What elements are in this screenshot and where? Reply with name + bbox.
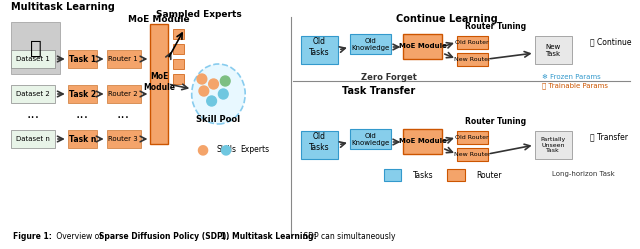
Circle shape	[209, 79, 218, 89]
Bar	[403, 34, 442, 59]
Text: ●: ●	[196, 142, 208, 156]
Circle shape	[197, 74, 207, 84]
Bar	[457, 131, 488, 144]
Text: ●: ●	[219, 142, 231, 156]
Bar	[173, 74, 184, 84]
Bar	[173, 59, 184, 69]
Text: Dataset 1: Dataset 1	[16, 56, 49, 62]
Text: 1) Multitask Learning:: 1) Multitask Learning:	[218, 232, 317, 241]
Text: Skills: Skills	[216, 144, 237, 153]
Text: Long-horizon Task: Long-horizon Task	[552, 171, 614, 177]
Text: New
Task: New Task	[545, 44, 561, 57]
Text: Overview of: Overview of	[54, 232, 104, 241]
Bar	[173, 44, 184, 54]
Text: MoE Module: MoE Module	[399, 43, 447, 49]
Text: Router 3: Router 3	[108, 136, 138, 142]
Text: Experts: Experts	[240, 144, 269, 153]
Circle shape	[199, 86, 209, 96]
Text: Dataset 2: Dataset 2	[16, 91, 49, 97]
Bar	[12, 22, 60, 74]
Text: 🔥 Transfer: 🔥 Transfer	[590, 132, 628, 141]
Bar	[349, 129, 390, 149]
Bar	[457, 148, 488, 161]
Bar	[534, 131, 572, 159]
Text: Router Tuning: Router Tuning	[465, 21, 526, 30]
Text: ...: ...	[26, 107, 39, 121]
Bar	[107, 85, 141, 103]
Text: Old
Tasks: Old Tasks	[309, 132, 330, 152]
Text: SDP can simultaneously: SDP can simultaneously	[301, 232, 396, 241]
Text: ...: ...	[76, 107, 89, 121]
Bar	[534, 36, 572, 64]
Text: Task 2: Task 2	[68, 89, 96, 99]
Text: 🔥 Continue: 🔥 Continue	[590, 38, 632, 47]
Bar	[349, 34, 390, 54]
Text: 🤖: 🤖	[29, 39, 42, 58]
Text: Router Tuning: Router Tuning	[465, 117, 526, 125]
Bar	[68, 50, 97, 68]
Ellipse shape	[192, 64, 245, 124]
Bar	[12, 50, 55, 68]
Text: New Router: New Router	[454, 151, 491, 157]
Text: ❄ Frozen Params: ❄ Frozen Params	[542, 74, 601, 80]
Text: Router: Router	[476, 171, 502, 180]
Text: Skill Pool: Skill Pool	[196, 115, 241, 124]
Bar	[12, 85, 55, 103]
Text: Sampled Experts: Sampled Experts	[156, 9, 242, 18]
Bar	[107, 130, 141, 148]
Text: Old Router: Old Router	[456, 134, 489, 139]
Text: Figure 1:: Figure 1:	[13, 232, 52, 241]
Text: Router 2: Router 2	[108, 91, 138, 97]
Circle shape	[207, 96, 216, 106]
Text: 🔥 Trainable Params: 🔥 Trainable Params	[542, 83, 609, 89]
Text: MoE
Module: MoE Module	[143, 72, 175, 92]
Circle shape	[220, 76, 230, 86]
Circle shape	[218, 89, 228, 99]
Text: Zero Forget: Zero Forget	[361, 72, 417, 81]
Text: MoE Module: MoE Module	[128, 14, 190, 23]
Text: Task 1: Task 1	[68, 55, 96, 63]
Text: Old
Tasks: Old Tasks	[309, 37, 330, 57]
Text: Multitask Learning: Multitask Learning	[11, 2, 115, 12]
Text: Partially
Unseen
Task: Partially Unseen Task	[540, 137, 566, 153]
Text: ...: ...	[116, 107, 130, 121]
Text: Dataset n: Dataset n	[16, 136, 49, 142]
Bar	[301, 36, 338, 64]
Text: Continue Learning: Continue Learning	[396, 14, 498, 24]
Bar	[384, 169, 401, 181]
Text: Router 1: Router 1	[108, 56, 138, 62]
Bar	[68, 85, 97, 103]
Text: New Router: New Router	[454, 57, 491, 62]
Text: MoE Module: MoE Module	[399, 138, 447, 144]
Bar	[457, 53, 488, 66]
Text: Task Transfer: Task Transfer	[342, 86, 415, 96]
Bar	[173, 29, 184, 39]
Text: Task n: Task n	[68, 134, 96, 143]
Bar	[150, 24, 168, 144]
Bar	[68, 130, 97, 148]
Bar	[301, 131, 338, 159]
Text: Tasks: Tasks	[413, 171, 433, 180]
Bar	[457, 36, 488, 49]
Text: Old Router: Old Router	[456, 40, 489, 45]
Bar	[107, 50, 141, 68]
Bar	[12, 130, 55, 148]
Text: Sparse Diffusion Policy (SDP).: Sparse Diffusion Policy (SDP).	[99, 232, 229, 241]
Bar	[403, 129, 442, 154]
Text: Old
Knowledge: Old Knowledge	[351, 132, 389, 145]
Bar	[447, 169, 465, 181]
Text: Old
Knowledge: Old Knowledge	[351, 38, 389, 51]
